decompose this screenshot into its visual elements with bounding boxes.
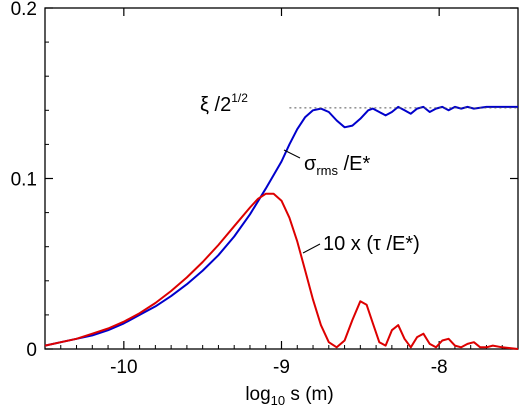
series-line-0 (44, 105, 518, 347)
series-1-leader (302, 243, 321, 254)
series-0-leader (283, 149, 301, 159)
series-lines (44, 105, 519, 350)
series-0-label: σrms /E* (304, 153, 370, 178)
plot-area (44, 7, 519, 350)
annotations: ξ /21/2 σrms /E* 10 x (τ /E*) (200, 91, 518, 255)
y-tick-label: 0 (26, 340, 37, 361)
series-1-label: 10 x (τ /E*) (323, 233, 420, 255)
reference-line-label: ξ /21/2 (200, 91, 248, 116)
y-tick-label: 0.1 (11, 170, 37, 191)
y-tick-label: 0.2 (11, 0, 37, 20)
x-axis-label: log10 s (m) (245, 384, 333, 408)
ticks: -10 -9 -8 0 0.1 0.2 log10 s (m) (11, 0, 519, 408)
plot-frame (44, 7, 519, 350)
series-line-1 (44, 192, 519, 350)
x-tick-label: -10 (110, 357, 137, 378)
x-tick-label: -8 (431, 357, 448, 378)
x-tick-label: -9 (273, 357, 290, 378)
